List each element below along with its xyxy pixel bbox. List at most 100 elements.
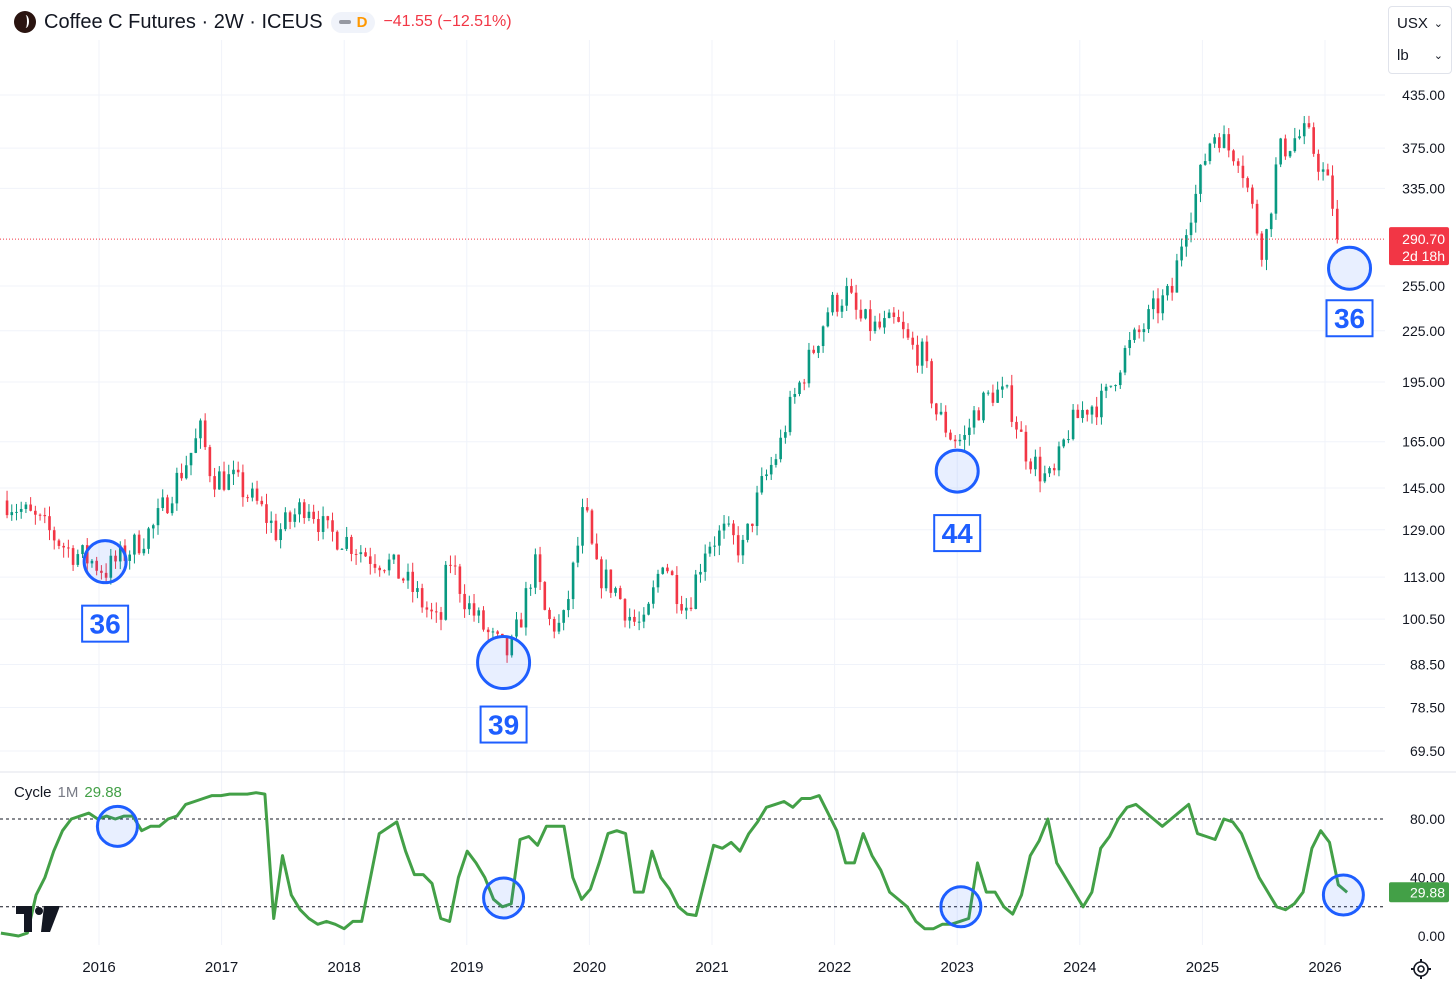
symbol-title[interactable]: Coffee C Futures · 2W · ICEUS <box>44 10 323 33</box>
candle-body <box>1147 309 1150 330</box>
candle-body <box>137 534 141 554</box>
candle-body <box>666 567 669 572</box>
candle-body <box>685 607 688 611</box>
candle-body <box>1076 409 1080 419</box>
candle-body <box>699 571 702 575</box>
candle-body <box>147 528 150 549</box>
price-tick-label: 225.00 <box>1402 323 1445 339</box>
candle-body <box>1029 461 1032 470</box>
candle-body <box>81 545 84 555</box>
currency-select[interactable]: USX ⌄ <box>1389 7 1451 39</box>
time-axis[interactable]: 2016 2017 2018 2019 2020 2021 2022 2023 2024 2025… <box>82 959 1341 976</box>
indicator-legend[interactable]: Cycle 1M 29.88 <box>14 784 122 801</box>
candle-body <box>425 607 429 610</box>
unit-select[interactable]: lb ⌄ <box>1389 39 1451 71</box>
candle-body <box>595 543 598 560</box>
candle-body <box>840 305 844 312</box>
chevron-down-icon: ⌄ <box>1433 17 1443 30</box>
candle-body <box>562 610 565 623</box>
candle-body <box>953 439 957 442</box>
candle-body <box>779 437 782 460</box>
candle-body <box>166 497 169 514</box>
candle-body <box>284 512 287 530</box>
candle-body <box>675 575 679 605</box>
candle-body <box>590 510 594 544</box>
cycle-pane: 80.00 40.00 0.00 29.88 <box>0 791 1449 944</box>
candle-body <box>1222 134 1226 148</box>
candle-body <box>364 552 367 557</box>
candle-body <box>118 545 122 562</box>
candle-body <box>958 439 962 442</box>
candle-body <box>510 636 514 656</box>
candle-body <box>1260 233 1264 260</box>
candle-body <box>458 566 462 594</box>
candle-body <box>67 547 70 549</box>
time-tick-label: 2019 <box>450 959 483 976</box>
candle-body <box>1015 421 1018 430</box>
candle-body <box>1199 164 1202 194</box>
candle-body <box>1104 386 1108 391</box>
candle-body <box>736 535 740 556</box>
candle-body <box>793 394 797 397</box>
candle-body <box>52 530 56 541</box>
candle-body <box>505 636 509 656</box>
candle-body <box>104 572 108 578</box>
candle-body <box>236 469 240 473</box>
candle-body <box>868 309 872 332</box>
cycle-low-circle <box>939 885 983 929</box>
candle-body <box>906 329 910 338</box>
candle-body <box>100 570 103 573</box>
candle-body <box>5 500 9 516</box>
candle-body <box>576 545 580 563</box>
currency-unit-selector[interactable]: USX ⌄ lb ⌄ <box>1388 6 1452 74</box>
cycle-length-label: 36 <box>90 609 121 640</box>
candle-body <box>883 318 886 328</box>
candle-body <box>109 555 113 578</box>
settings-gear-icon[interactable] <box>1410 958 1432 980</box>
candle-body <box>571 562 575 600</box>
candle-body <box>925 341 929 362</box>
candle-body <box>633 616 636 622</box>
candle-body <box>392 554 396 560</box>
candle-body <box>43 515 47 517</box>
chevron-down-icon: ⌄ <box>1433 49 1443 62</box>
candle-body <box>406 571 410 581</box>
candle-body <box>1175 260 1179 293</box>
coffee-logo-icon <box>14 11 36 33</box>
price-tick-label: 195.00 <box>1402 374 1445 390</box>
candle-body <box>222 471 226 490</box>
candle-body <box>439 612 443 620</box>
candle-body <box>265 504 268 523</box>
candle-body <box>1034 456 1037 470</box>
candle-body <box>345 536 348 549</box>
price-tick-label: 335.00 <box>1402 180 1445 196</box>
candle-body <box>939 411 943 415</box>
candle-body <box>798 382 801 395</box>
candle-body <box>1180 246 1183 261</box>
candle-body <box>194 438 198 453</box>
candle-body <box>335 531 339 550</box>
price-tick-label: 69.50 <box>1410 743 1445 759</box>
cycle-tick-label: 80.00 <box>1410 811 1445 827</box>
candle-body <box>807 349 811 384</box>
candle-body <box>430 609 433 612</box>
candle-body <box>708 546 712 554</box>
candle-body <box>1279 138 1282 165</box>
candle-body <box>651 587 655 604</box>
candle-body <box>298 502 301 515</box>
candle-body <box>128 554 131 561</box>
candle-body <box>38 514 42 516</box>
candle-body <box>529 587 532 589</box>
market-status-badge[interactable]: D <box>330 11 376 33</box>
candle-body <box>274 520 278 541</box>
candle-body <box>1085 409 1089 415</box>
candle-body <box>71 548 75 565</box>
candle-body <box>373 563 377 568</box>
candle-body <box>826 312 830 327</box>
price-tick-label: 78.50 <box>1410 699 1445 715</box>
candle-body <box>774 459 778 465</box>
tradingview-logo-icon[interactable] <box>16 906 60 932</box>
price-axis[interactable]: 435.00 375.00 335.00 255.00 225.00 195.00 165.… <box>1402 87 1445 759</box>
time-tick-label: 2026 <box>1308 959 1341 976</box>
